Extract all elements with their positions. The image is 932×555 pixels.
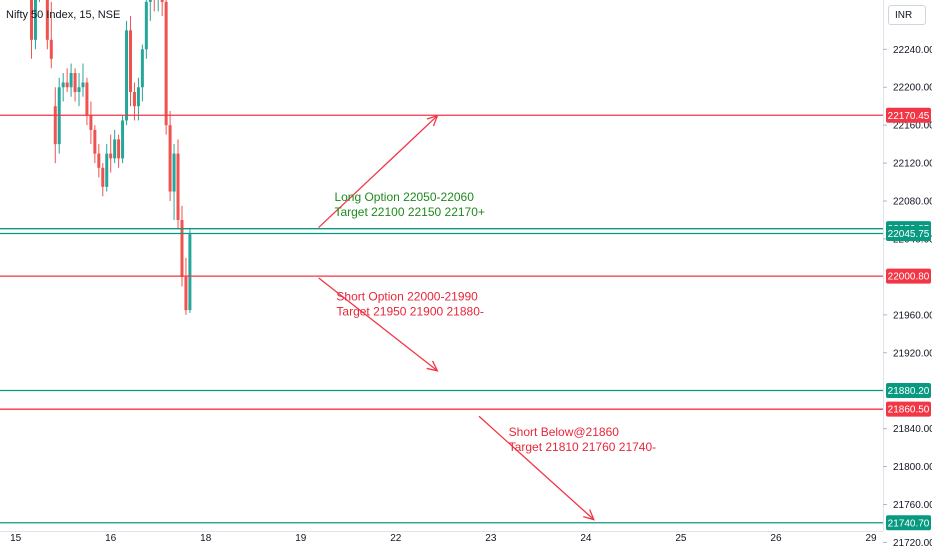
annotation-text: Target 21810 21760 21740- (509, 440, 656, 454)
x-tick-label: 24 (580, 533, 592, 544)
candle-body (65, 82, 69, 88)
candle-body (49, 39, 53, 59)
levels-group (0, 114, 883, 524)
y-tick-label: 22120.00 (893, 159, 932, 170)
x-tick-label: 26 (770, 533, 782, 544)
x-tick-label: 25 (675, 533, 687, 544)
candle-body (53, 106, 57, 145)
candle-body (109, 153, 113, 159)
x-tick-label: 19 (295, 533, 307, 544)
symbol-title: Nifty 50 Index, 15, NSE (6, 9, 121, 21)
arrow-head (583, 509, 595, 521)
arrow-head (426, 114, 439, 127)
x-tick-label: 15 (10, 533, 22, 544)
candle-body (97, 153, 101, 168)
trend-arrow (478, 415, 595, 521)
level-price-tag (886, 515, 931, 531)
plot-area (0, 0, 883, 531)
x-ticks: 15 16 18 19 22 23 24 25 26 29 (10, 533, 877, 544)
annotation-text: Short Option 22000-21990 (336, 290, 478, 304)
y-tick-label: 21840.00 (893, 424, 932, 435)
level-labels: 22170.4522050.8522045.7522000.8021880.20… (886, 107, 931, 531)
candle-body (101, 167, 105, 187)
candle-body (160, 0, 164, 2)
candle-body (148, 0, 152, 2)
candle-body (105, 153, 109, 187)
level-price-tag (886, 268, 931, 284)
candle-body (172, 153, 176, 192)
y-tick-label: 22240.00 (893, 45, 932, 56)
candle-body (61, 82, 65, 88)
candle-body (33, 0, 37, 40)
level-price-label: 21860.50 (888, 405, 930, 416)
level-price-label: 21880.20 (888, 386, 930, 397)
y-tick-label: 21920.00 (893, 348, 932, 359)
x-tick-label: 18 (200, 533, 212, 544)
candle-body (144, 1, 148, 50)
level-price-tag (886, 401, 931, 417)
trend-arrow (318, 277, 438, 372)
annotation-text: Short Below@21860 (509, 425, 620, 439)
y-tick-label: 22200.00 (893, 83, 932, 94)
candle-body (93, 129, 97, 154)
candle-body (121, 120, 125, 159)
arrows-group (318, 114, 595, 521)
candle-body (89, 115, 93, 130)
level-price-label: 22170.45 (888, 111, 930, 122)
level-price-label: 21740.70 (888, 518, 930, 529)
candle-body (132, 91, 136, 107)
x-tick-label: 29 (865, 533, 877, 544)
y-tick-label: 21720.00 (893, 538, 932, 549)
annotation-text: Target 22100 22150 22170+ (334, 205, 484, 219)
annotation-text: Target 21950 21900 21880- (336, 305, 483, 319)
candles-group (30, 0, 192, 315)
trend-arrow (318, 115, 438, 229)
candle-body (73, 73, 77, 92)
y-tick-label: 22160.00 (893, 121, 932, 132)
candle-body (176, 153, 180, 220)
candle-body (85, 82, 89, 116)
candle-body (184, 276, 188, 311)
candle-body (164, 1, 168, 126)
y-tick-label: 21960.00 (893, 310, 932, 321)
x-tick-label: 16 (105, 533, 117, 544)
y-tick-label: 21760.00 (893, 500, 932, 511)
candle-body (81, 82, 85, 88)
candle-body (30, 0, 33, 40)
arrow-head (426, 360, 439, 372)
candle-body (77, 87, 81, 92)
level-price-tag (886, 226, 931, 242)
level-price-label: 22000.80 (888, 272, 930, 283)
candle-body (188, 234, 192, 311)
candle-body (125, 30, 129, 121)
time-axis (0, 531, 932, 550)
candle-body (129, 30, 132, 92)
candle-body (45, 0, 49, 40)
y-tick-label: 22080.00 (893, 197, 932, 208)
candle-body (168, 125, 172, 192)
x-tick-label: 22 (390, 533, 402, 544)
y-tick-label: 21800.00 (893, 462, 932, 473)
candle-body (136, 87, 140, 107)
candle-body (69, 73, 73, 88)
currency-selector[interactable]: INR (888, 5, 926, 25)
level-price-tag (886, 383, 931, 398)
level-price-tag (886, 107, 931, 123)
x-tick-label: 23 (485, 533, 497, 544)
candle-body (140, 49, 144, 88)
annotation-text: Long Option 22050-22060 (334, 190, 474, 204)
candle-body (180, 220, 184, 277)
candle-body (117, 139, 121, 159)
candle-body (113, 139, 117, 159)
level-price-label: 22045.75 (888, 229, 930, 240)
